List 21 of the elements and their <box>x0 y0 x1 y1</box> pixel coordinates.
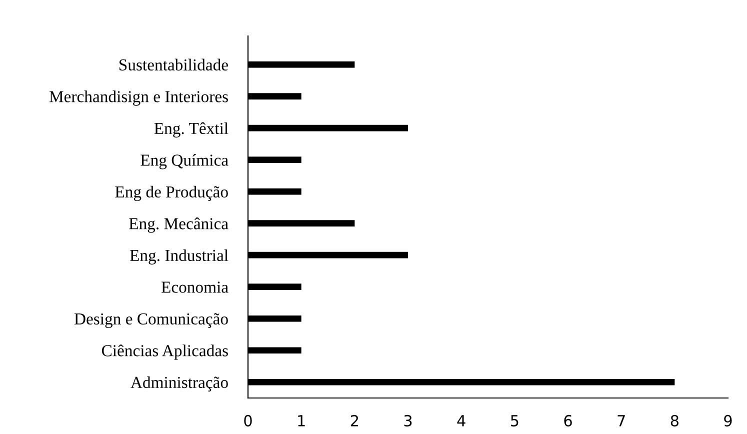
x-tick-label: 0 <box>244 414 252 426</box>
y-tick-label: Eng. Industrial <box>130 249 228 264</box>
y-tick-label: Ciências Aplicadas <box>102 344 228 360</box>
x-tick-label: 8 <box>670 414 678 426</box>
y-tick-label: Eng. Têxtil <box>154 122 228 138</box>
x-tick-label: 9 <box>724 414 732 426</box>
x-tick-label: 5 <box>510 415 518 426</box>
x-tick-label: 2 <box>350 414 358 426</box>
y-tick-label: Eng de Produção <box>115 186 228 201</box>
x-tick-label: 3 <box>404 414 412 426</box>
y-tick-label: Merchandisign e Interiores <box>49 90 228 106</box>
x-tick-label: 7 <box>618 415 625 426</box>
y-tick-label: Eng. Mecânica <box>129 218 228 233</box>
x-tick-label: 4 <box>457 415 466 426</box>
y-tick-label: Sustentabilidade <box>120 58 228 71</box>
y-tick-label: Design e Comunicação <box>74 313 228 328</box>
y-tick-label: Administração <box>130 376 228 392</box>
x-tick-label: 6 <box>564 414 572 426</box>
y-tick-label: Eng Química <box>140 154 228 170</box>
y-tick-label: Economia <box>161 282 228 293</box>
x-tick-label: 1 <box>298 415 305 426</box>
